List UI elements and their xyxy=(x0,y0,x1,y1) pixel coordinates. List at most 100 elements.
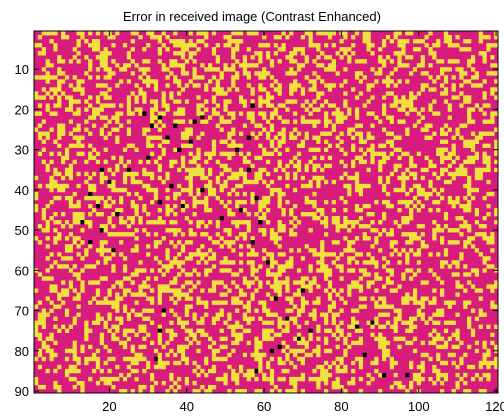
error-cell xyxy=(196,107,201,112)
error-cell xyxy=(416,199,422,205)
error-cell xyxy=(335,292,340,297)
error-cell xyxy=(420,187,425,193)
error-cell xyxy=(362,304,367,309)
error-cell xyxy=(192,75,197,80)
error-cell xyxy=(258,103,263,108)
error-cell xyxy=(440,131,445,136)
error-cell xyxy=(45,220,50,225)
error-cell xyxy=(53,260,58,265)
error-cell xyxy=(463,207,468,213)
error-cell xyxy=(316,47,321,52)
error-cell xyxy=(266,51,271,56)
error-cell xyxy=(490,236,495,241)
error-cell xyxy=(358,336,364,342)
error-cell xyxy=(293,304,298,309)
error-cell xyxy=(103,103,108,108)
error-cell xyxy=(269,356,275,362)
error-cell xyxy=(68,119,74,124)
error-cell xyxy=(80,31,85,36)
error-cell xyxy=(99,368,104,374)
error-cell xyxy=(393,187,398,193)
error-cell xyxy=(208,155,213,161)
error-cell xyxy=(126,288,132,293)
error-cell xyxy=(451,352,456,358)
error-cell xyxy=(53,179,58,185)
error-cell xyxy=(451,59,456,64)
error-cell xyxy=(76,111,81,116)
error-cell xyxy=(204,83,209,88)
severe-error-cell xyxy=(142,111,147,116)
error-cell xyxy=(184,344,190,350)
error-cell xyxy=(254,179,259,185)
error-cell xyxy=(455,332,460,338)
error-cell xyxy=(142,280,147,285)
error-cell xyxy=(80,91,85,96)
error-cell xyxy=(324,376,329,382)
error-cell xyxy=(273,284,278,289)
error-cell xyxy=(463,123,468,128)
error-cell xyxy=(362,159,367,165)
error-cell xyxy=(177,348,182,354)
error-cell xyxy=(370,111,375,116)
error-cell xyxy=(420,203,425,209)
error-cell xyxy=(200,232,205,237)
severe-error-cell xyxy=(277,344,282,350)
error-cell xyxy=(134,244,139,249)
severe-error-cell xyxy=(99,167,104,173)
error-cell xyxy=(157,111,162,116)
error-cell xyxy=(401,179,406,185)
error-cell xyxy=(80,344,85,350)
error-cell xyxy=(45,107,50,112)
error-cell xyxy=(281,47,286,52)
error-cell xyxy=(76,292,81,297)
error-cell xyxy=(331,288,336,293)
error-cell xyxy=(153,123,159,128)
error-cell xyxy=(84,328,89,334)
error-cell xyxy=(122,256,128,261)
error-cell xyxy=(41,139,46,144)
error-cell xyxy=(343,79,348,84)
error-cell xyxy=(88,328,93,334)
error-cell xyxy=(76,127,81,132)
error-cell xyxy=(432,312,437,317)
error-cell xyxy=(416,308,422,313)
error-cell xyxy=(72,320,77,325)
error-cell xyxy=(250,91,255,96)
error-cell xyxy=(289,348,294,354)
error-cell xyxy=(34,380,39,386)
error-cell xyxy=(150,35,155,40)
error-cell xyxy=(389,59,394,64)
error-cell xyxy=(146,143,151,148)
error-cell xyxy=(142,324,147,329)
error-cell xyxy=(467,344,472,350)
error-cell xyxy=(34,236,39,241)
error-cell xyxy=(242,316,248,321)
error-cell xyxy=(208,256,213,261)
error-cell xyxy=(173,256,178,261)
error-cell xyxy=(142,59,147,64)
error-cell xyxy=(358,123,364,128)
error-cell xyxy=(424,123,429,128)
error-cell xyxy=(269,380,275,386)
error-cell xyxy=(192,67,197,72)
error-cell xyxy=(289,228,294,233)
error-cell xyxy=(362,203,367,209)
error-cell xyxy=(41,340,46,346)
error-cell xyxy=(254,252,259,257)
error-cell xyxy=(49,252,54,257)
error-cell xyxy=(41,51,46,56)
error-cell xyxy=(482,195,487,201)
error-cell xyxy=(393,220,398,225)
error-cell xyxy=(451,199,456,205)
error-cell xyxy=(34,43,39,48)
error-cell xyxy=(339,195,344,201)
error-cell xyxy=(308,87,313,92)
error-cell xyxy=(246,372,251,378)
error-cell xyxy=(238,252,244,257)
error-cell xyxy=(57,171,62,177)
error-cell xyxy=(250,248,255,253)
error-cell xyxy=(416,39,422,44)
error-cell xyxy=(204,195,209,201)
error-cell xyxy=(405,99,410,104)
error-cell xyxy=(354,31,360,36)
